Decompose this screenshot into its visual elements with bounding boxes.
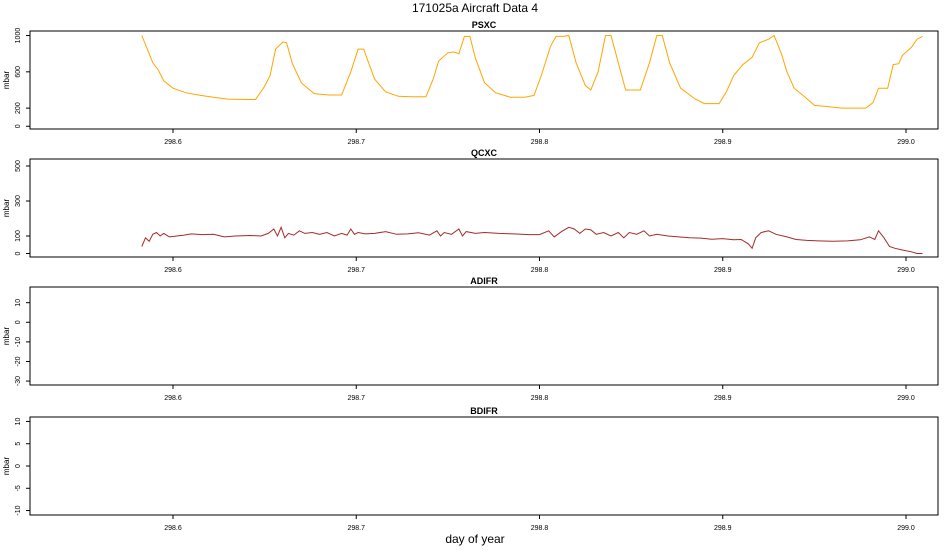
y-tick-label: 0: [15, 251, 22, 255]
plot-frame: [29, 286, 939, 386]
x-tick-label: 298.7: [347, 395, 365, 402]
plot-frame: [29, 416, 939, 516]
y-tick-label: 600: [15, 66, 22, 78]
x-tick-label: 299.0: [897, 525, 915, 532]
y-axis-label: mbar: [2, 327, 11, 346]
y-tick-label: 0: [15, 464, 22, 468]
x-tick-label: 298.8: [531, 267, 549, 274]
x-tick-label: 298.6: [164, 525, 182, 532]
y-tick-label: 500: [15, 160, 22, 172]
x-tick-label: 298.6: [164, 267, 182, 274]
x-axis-label: day of year: [445, 532, 504, 546]
y-axis-label: mbar: [2, 199, 11, 218]
y-tick-label: 10: [15, 417, 22, 425]
y-tick-label: -5: [15, 485, 22, 491]
panel-bdifr: BDIFR mbar 10 5 0 -5 -10 298.6 298.7 298.8 298.9 29…: [2, 406, 939, 532]
x-tick-label: 298.9: [714, 267, 732, 274]
y-axis-label: mbar: [2, 71, 11, 90]
panel-qcxc: QCXC mbar 0 100 300 500 298.6 298.7 298.8 298.9 29…: [2, 148, 939, 274]
chart-title: 171025a Aircraft Data 4: [412, 1, 538, 15]
x-tick-label: 298.9: [714, 139, 732, 146]
y-axis-label: mbar: [2, 457, 11, 476]
y-tick-label: 0: [15, 320, 22, 324]
x-tick-label: 298.8: [531, 139, 549, 146]
y-tick-label: 100: [15, 230, 22, 242]
panel-title: BDIFR: [470, 406, 498, 416]
panel-adifr: ADIFR mbar 10 0 -10 -20 -30 298.6 298.7 298.8 298.…: [2, 276, 939, 402]
y-tick-label: -30: [15, 376, 22, 386]
x-tick-label: 298.8: [531, 395, 549, 402]
series-line-psxc: [141, 34, 923, 109]
x-tick-label: 298.8: [531, 525, 549, 532]
y-tick-label: -10: [15, 505, 22, 515]
x-tick-label: 298.9: [714, 395, 732, 402]
panel-psxc: PSXC mbar 0 200 600 1000 298.6 298.7 298.8 298.9 2…: [2, 20, 939, 146]
y-tick-label: -20: [15, 356, 22, 366]
x-tick-label: 298.6: [164, 395, 182, 402]
panel-title: PSXC: [472, 20, 497, 30]
y-tick-label: 0: [15, 124, 22, 128]
y-tick-label: 10: [15, 299, 22, 307]
x-tick-label: 298.9: [714, 525, 732, 532]
series-line-qcxc: [141, 225, 923, 254]
plot-frame: [29, 30, 939, 130]
x-tick-label: 298.7: [347, 139, 365, 146]
panel-title: ADIFR: [470, 276, 498, 286]
x-tick-label: 299.0: [897, 267, 915, 274]
x-tick-label: 298.7: [347, 267, 365, 274]
x-tick-label: 299.0: [897, 139, 915, 146]
y-tick-label: -10: [15, 337, 22, 347]
y-tick-label: 300: [15, 195, 22, 207]
y-tick-label: 200: [15, 102, 22, 114]
y-tick-label: 5: [15, 442, 22, 446]
plot-frame: [29, 158, 939, 258]
x-tick-label: 299.0: [897, 395, 915, 402]
panel-title: QCXC: [471, 148, 498, 158]
x-tick-label: 298.6: [164, 139, 182, 146]
x-tick-label: 298.7: [347, 525, 365, 532]
y-tick-label: 1000: [15, 28, 22, 44]
